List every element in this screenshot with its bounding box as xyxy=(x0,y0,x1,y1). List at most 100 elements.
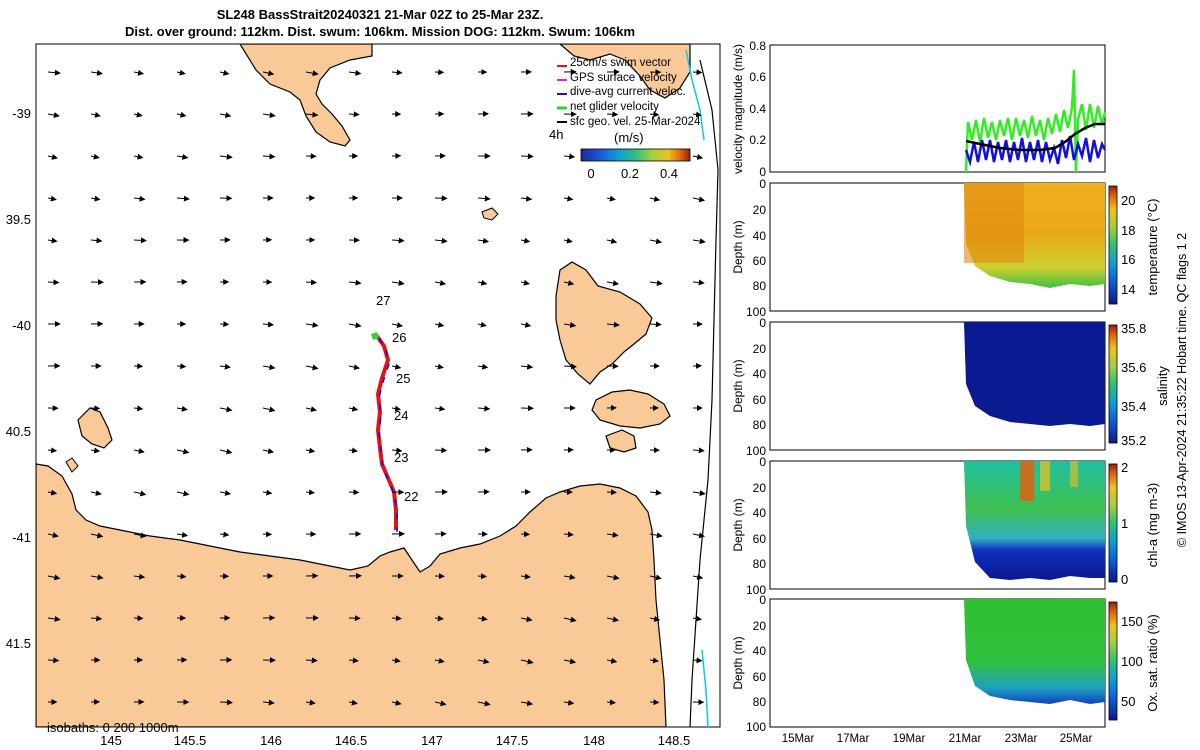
colorbar-tick: 1 xyxy=(1121,516,1128,531)
y-tick-label: 40 xyxy=(753,229,767,243)
current-vector-arrow xyxy=(305,447,316,454)
current-vector-arrow xyxy=(692,615,702,622)
current-vector-arrow xyxy=(649,196,661,202)
current-vector-arrow xyxy=(649,699,660,706)
colorbar-tick: 35.4 xyxy=(1121,399,1146,414)
current-vector-arrow xyxy=(133,532,147,539)
current-vector-arrow xyxy=(477,321,487,328)
current-vector-arrow xyxy=(692,574,704,580)
y-tick-label: 80 xyxy=(753,279,767,293)
current-vector-arrow xyxy=(133,448,145,454)
current-vector-arrow xyxy=(434,405,446,412)
current-vector-arrow xyxy=(692,111,702,118)
current-vector-arrow xyxy=(262,531,273,538)
current-vector-arrow xyxy=(90,195,101,202)
x-tick-label: 23Mar xyxy=(1005,733,1038,745)
chart-title: SL248 BassStrait20240321 21-Mar 02Z to 2… xyxy=(0,6,760,40)
y-tick-label: 100 xyxy=(746,720,766,734)
current-vector-arrow xyxy=(219,363,231,370)
current-vector-arrow xyxy=(90,447,101,454)
current-vector-arrow xyxy=(391,69,403,76)
colorbar-tick: 0 xyxy=(587,166,594,181)
current-vector-arrow xyxy=(348,364,360,371)
current-vector-arrow xyxy=(90,111,101,118)
y-tick-label: 60 xyxy=(753,532,767,546)
current-vector-arrow xyxy=(649,238,663,245)
salinity-colorbar xyxy=(1108,324,1118,444)
current-vector-arrow xyxy=(133,490,147,497)
colorbar-label: temperature (°C) xyxy=(1145,199,1160,296)
current-vector-arrow xyxy=(606,657,618,664)
current-vector-arrow xyxy=(348,447,358,454)
y-tick-label: 0 xyxy=(759,455,766,469)
current-vector-arrow xyxy=(692,196,706,203)
current-vector-arrow xyxy=(47,69,61,76)
current-vector-arrow xyxy=(262,364,276,371)
y-tick-label: 0 xyxy=(759,165,766,179)
y-axis-label: Depth (m) xyxy=(731,636,745,689)
current-vector-arrow xyxy=(47,615,61,622)
current-vector-arrow xyxy=(563,195,574,202)
isobaths-note: isobaths: 0 200 1000m xyxy=(47,720,179,735)
current-vector-arrow xyxy=(563,153,576,160)
current-vector-arrow xyxy=(305,364,319,371)
current-vector-arrow xyxy=(649,280,663,286)
current-vector-arrow xyxy=(133,153,144,160)
current-vector-arrow xyxy=(434,615,444,622)
current-vector-arrow xyxy=(692,238,706,245)
x-tick-label: 21Mar xyxy=(949,733,982,745)
current-vector-arrow xyxy=(520,363,534,370)
current-vector-arrow xyxy=(477,405,491,412)
current-vector-arrow xyxy=(305,699,316,706)
current-vector-arrow xyxy=(47,657,60,664)
current-vector-arrow xyxy=(391,405,401,412)
y-axis-label: Depth (m) xyxy=(731,220,745,273)
y-tick-label: 40 xyxy=(753,644,767,658)
day-label: 24 xyxy=(394,408,408,423)
y-tick-label: 40 xyxy=(753,506,767,520)
current-vector-arrow xyxy=(391,280,405,286)
salinity-panel: 0 20 40 60 80 100 Depth (m) 35.8 35.6 35… xyxy=(731,316,1170,458)
colorbar-tick: 100 xyxy=(1121,654,1143,669)
y-tick-label: 20 xyxy=(753,481,767,495)
current-vector-arrow xyxy=(47,112,60,119)
current-vector-arrow xyxy=(306,744,314,746)
current-vector-arrow xyxy=(391,615,402,622)
current-vector-arrow xyxy=(434,321,445,328)
isobath-line xyxy=(685,49,705,141)
current-vector-arrow xyxy=(262,70,275,77)
current-vector-arrow xyxy=(47,489,58,496)
map-legend: 25cm/s swim vector GPS surface velocity … xyxy=(549,57,701,181)
time-axis: 15Mar 17Mar 19Mar 21Mar 23Mar 25Mar xyxy=(782,733,1093,745)
current-vector-arrow xyxy=(434,237,448,244)
current-vector-arrow xyxy=(606,531,619,538)
current-vector-arrow xyxy=(90,405,101,412)
current-vector-arrow xyxy=(90,615,103,622)
y-tick-label: 20 xyxy=(753,203,767,217)
current-vector-arrow xyxy=(176,448,190,455)
current-vector-arrow xyxy=(649,532,663,539)
current-vector-arrow xyxy=(606,321,620,328)
current-vector-arrow xyxy=(47,279,60,286)
current-vector-arrow xyxy=(477,615,488,622)
colorbar xyxy=(580,148,691,162)
current-vector-arrow xyxy=(563,280,575,286)
colorbar-tick: 150 xyxy=(1121,614,1143,629)
colorbar-tick: 0 xyxy=(1121,572,1128,587)
glider-track-dive xyxy=(378,337,398,532)
current-vector-arrow xyxy=(606,280,620,287)
coastline-east xyxy=(689,59,719,727)
x-tick-label: 146 xyxy=(260,733,282,748)
y-tick-label: 0 xyxy=(759,316,766,330)
colorbar-tick: 18 xyxy=(1121,223,1135,238)
current-vector-arrow xyxy=(219,490,232,496)
current-vector-arrow xyxy=(47,153,58,160)
x-tick-label: 147 xyxy=(421,733,443,748)
x-tick-label: 25Mar xyxy=(1060,733,1093,745)
current-vector-arrow xyxy=(563,321,577,328)
current-vector-arrow xyxy=(90,532,104,539)
colorbar-tick: 14 xyxy=(1121,282,1135,297)
y-tick-label: 0 xyxy=(759,593,766,607)
current-vector-arrow xyxy=(478,744,489,746)
current-vector-arrow xyxy=(348,405,359,412)
